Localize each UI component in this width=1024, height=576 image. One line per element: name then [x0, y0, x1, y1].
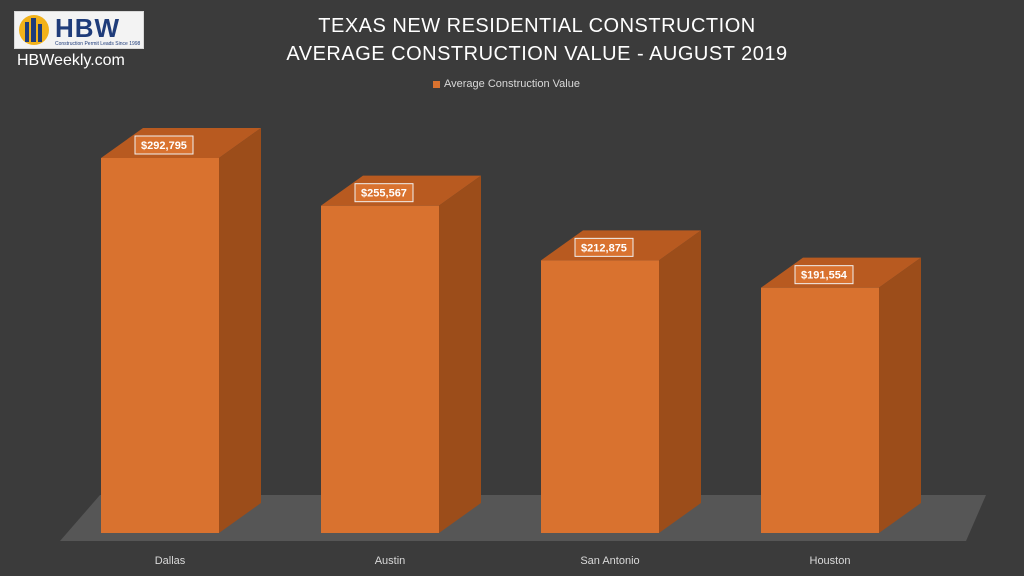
- data-label: $191,554: [801, 270, 848, 282]
- chart-title: TEXAS NEW RESIDENTIAL CONSTRUCTION: [318, 15, 756, 37]
- category-label: Houston: [810, 555, 851, 567]
- logo-text: HBW: [55, 13, 121, 43]
- legend-label: Average Construction Value: [444, 78, 580, 90]
- data-label-box: [134, 135, 194, 155]
- chart-floor: [60, 495, 986, 541]
- data-label: $212,875: [581, 242, 627, 254]
- building-logo-icon: [19, 15, 49, 45]
- data-label-box: [794, 265, 854, 285]
- site-name: HBWeekly.com: [17, 52, 125, 69]
- bar-side-austin: [439, 175, 481, 533]
- hbw-logo: HBW Construction Permit Leads Since 1998: [14, 11, 144, 49]
- category-label: Dallas: [155, 555, 186, 567]
- bar-dallas: [101, 158, 219, 533]
- category-label: San Antonio: [580, 555, 639, 567]
- bar-side-san-antonio: [659, 230, 701, 533]
- legend-swatch: [433, 80, 440, 88]
- bar-austin: [321, 205, 439, 533]
- bar-side-houston: [879, 257, 921, 533]
- data-label: $255,567: [361, 188, 407, 200]
- legend: Average Construction Value: [433, 78, 580, 92]
- bar-houston: [761, 287, 879, 533]
- category-label: Austin: [375, 555, 406, 567]
- logo-tagline: Construction Permit Leads Since 1998: [55, 41, 141, 47]
- data-label: $292,795: [141, 140, 187, 152]
- chart-subtitle: AVERAGE CONSTRUCTION VALUE - AUGUST 2019: [286, 43, 788, 65]
- bar-san-antonio: [541, 260, 659, 533]
- bar-side-dallas: [219, 128, 261, 533]
- data-label-box: [574, 237, 634, 257]
- data-label-box: [354, 183, 414, 203]
